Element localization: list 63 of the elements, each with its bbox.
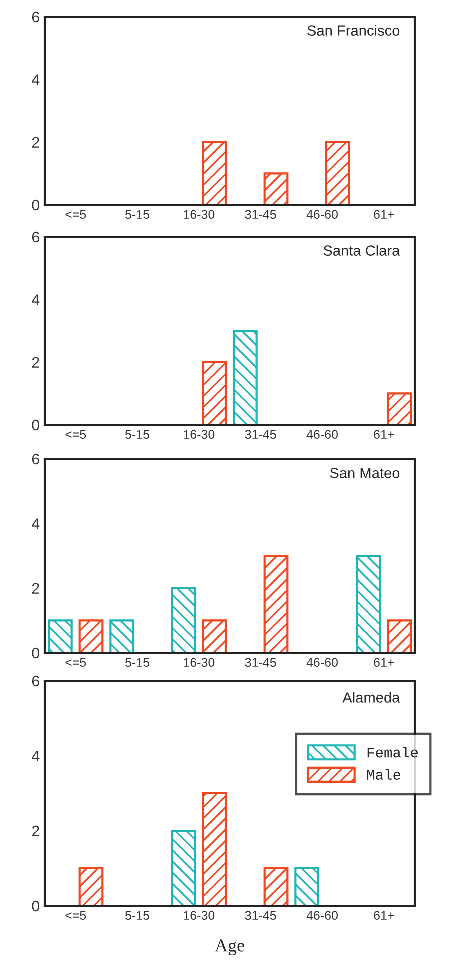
y-tick-label: 6	[32, 454, 40, 465]
y-tick-label: 4	[32, 518, 40, 530]
bar	[356, 554, 382, 653]
bar	[387, 620, 412, 653]
bar	[387, 392, 412, 425]
y-tick-label: 2	[32, 583, 40, 594]
x-tick-label: 31-45	[245, 430, 276, 440]
x-tick-label: 46-60	[306, 430, 338, 440]
bar	[202, 620, 228, 653]
x-tick-label: 5-15	[125, 911, 150, 920]
x-tick-label: 5-15	[125, 210, 150, 220]
x-tick-label: 46-60	[306, 658, 338, 668]
legend-label: Female	[368, 747, 418, 758]
x-tick-label: 61+	[374, 210, 394, 220]
chart-title: San Francisco	[308, 25, 400, 36]
x-tick-label: 61+	[374, 658, 394, 668]
chart-title: Santa Clara	[324, 245, 400, 256]
x-tick-label: 61+	[374, 911, 394, 920]
x-tick-label: 5-15	[125, 658, 150, 668]
y-tick-label: 4	[32, 74, 40, 86]
x-tick-label: 31-45	[245, 911, 276, 920]
chart-title: San Mateo	[330, 468, 400, 478]
y-tick-label: 0	[32, 648, 40, 659]
bar	[171, 830, 196, 906]
bar	[48, 620, 73, 653]
x-tick-label: 16-30	[184, 430, 215, 440]
x-tick-label: 46-60	[306, 911, 338, 920]
y-tick-label: 2	[32, 137, 40, 148]
bar	[202, 792, 228, 906]
x-tick-label: <=5	[66, 658, 86, 668]
x-tick-label: 16-30	[184, 911, 215, 920]
y-tick-label: 4	[32, 294, 40, 306]
x-tick-label: 46-60	[306, 210, 338, 220]
x-tick-label: 61+	[374, 430, 394, 440]
bar	[110, 620, 135, 653]
x-tick-label: 16-30	[184, 210, 215, 220]
y-tick-label: 6	[32, 12, 40, 23]
x-tick-label: 5-15	[125, 430, 150, 440]
bar	[202, 361, 228, 425]
text: Alameda	[342, 692, 400, 703]
bar	[78, 867, 104, 906]
x-tick-label: 31-45	[245, 658, 276, 668]
y-tick-label: 4	[32, 751, 40, 762]
x-tick-label: <=5	[66, 210, 86, 220]
y-tick-label: 0	[32, 420, 40, 431]
y-tick-label: 6	[32, 232, 40, 243]
x-tick-label: 31-45	[245, 210, 276, 220]
y-tick-label: 2	[32, 357, 40, 368]
x-tick-label: <=5	[66, 911, 86, 920]
x-tick-label: 16-30	[184, 658, 215, 668]
bar	[232, 330, 258, 425]
bar	[264, 554, 289, 653]
x-axis-title: Age	[215, 940, 244, 956]
y-tick-label: 0	[32, 900, 40, 912]
y-tick-label: 6	[32, 676, 40, 687]
y-tick-label: 0	[32, 200, 40, 211]
bar	[171, 587, 196, 653]
x-tick-label: <=5	[66, 430, 86, 440]
legend-label: Male	[367, 769, 401, 780]
bar	[264, 867, 289, 906]
y-tick-label: 2	[32, 826, 40, 837]
bar	[294, 867, 320, 906]
bar	[78, 620, 104, 653]
